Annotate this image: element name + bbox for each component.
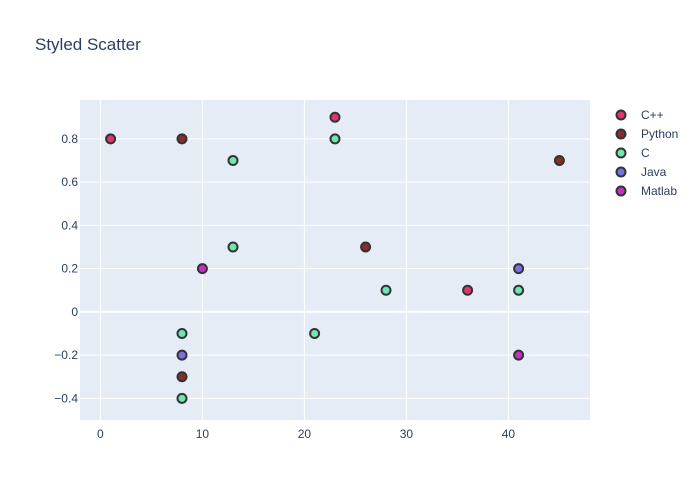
data-point-python[interactable] [360,241,372,253]
y-tick-label: 0.8 [61,132,78,146]
y-axis-ticks: −0.4 −0.2 0 0.2 0.4 0.6 0.8 [54,132,78,405]
data-points [105,111,565,404]
legend-marker [615,128,627,140]
x-tick-label: 30 [400,427,414,441]
data-point-c[interactable] [227,155,239,167]
legend-item-python[interactable]: Python [615,127,679,141]
y-tick-label: −0.4 [54,391,78,405]
data-point-python[interactable] [176,371,188,383]
legend-marker [615,166,627,178]
legend-marker [615,109,627,121]
data-point-c[interactable] [380,284,392,296]
x-tick-label: 20 [298,427,312,441]
y-tick-label: 0.2 [61,262,78,276]
data-point-matlab[interactable] [196,263,208,275]
data-point-java[interactable] [176,349,188,361]
x-tick-label: 0 [97,427,104,441]
grid-lines [80,100,590,420]
legend-label: Java [641,165,667,179]
legend-label: Python [641,127,678,141]
legend-marker [615,147,627,159]
data-point-cpp[interactable] [105,133,117,145]
data-point-matlab[interactable] [513,349,525,361]
legend-item-cpp[interactable]: C++ [615,108,664,122]
y-tick-label: 0.4 [61,218,78,232]
plot-area [80,100,590,420]
data-point-python[interactable] [176,133,188,145]
legend[interactable]: C++ Python C Java Matlab [615,108,679,198]
x-tick-label: 40 [502,427,516,441]
data-point-c[interactable] [176,392,188,404]
legend-item-java[interactable]: Java [615,165,667,179]
data-point-cpp[interactable] [462,284,474,296]
data-point-c[interactable] [176,328,188,340]
legend-item-matlab[interactable]: Matlab [615,184,678,198]
y-tick-label: 0 [71,305,78,319]
x-axis-ticks: 0 10 20 30 40 [97,427,515,441]
data-point-cpp[interactable] [329,111,341,123]
legend-label: C++ [641,108,664,122]
legend-item-c[interactable]: C [615,146,651,160]
x-tick-label: 10 [196,427,210,441]
data-point-c[interactable] [309,328,321,340]
data-point-c[interactable] [329,133,341,145]
data-point-c[interactable] [513,284,525,296]
y-tick-label: −0.2 [54,348,78,362]
data-point-python[interactable] [553,155,565,167]
chart-title: Styled Scatter [35,35,141,54]
legend-marker [615,185,627,197]
data-point-java[interactable] [513,263,525,275]
data-point-c[interactable] [227,241,239,253]
y-tick-label: 0.6 [61,175,78,189]
legend-label: Matlab [641,184,677,198]
legend-label: C [641,146,650,160]
